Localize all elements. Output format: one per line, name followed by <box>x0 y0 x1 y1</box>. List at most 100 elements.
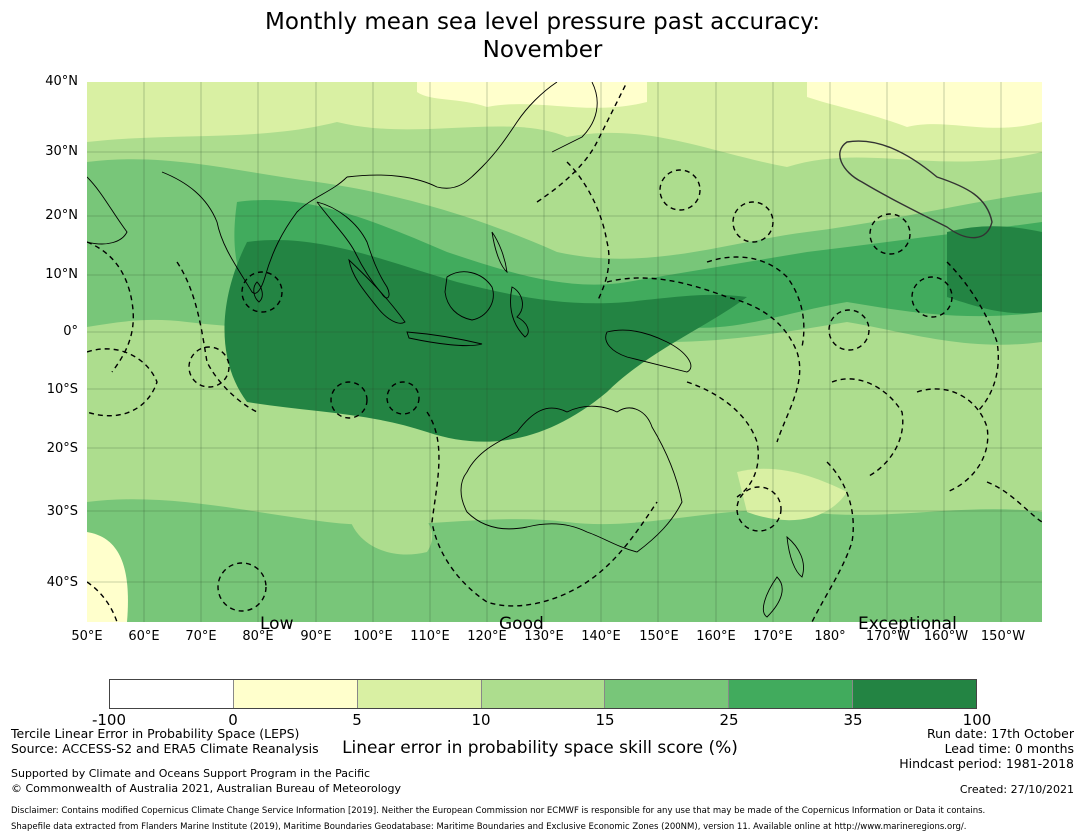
colorbar-segment-2 <box>233 680 358 708</box>
eez-boundary <box>536 82 628 203</box>
colorbar <box>109 679 977 709</box>
colorbar-tick: -100 <box>91 711 127 729</box>
colorbar-tick: 100 <box>962 711 992 729</box>
colorbar-tick: 0 <box>228 711 238 729</box>
skill-map <box>87 82 1042 622</box>
lon-label: 180° <box>814 629 846 644</box>
disclaimer-text: Disclaimer: Contains modified Copernicus… <box>11 806 986 816</box>
colorbar-title: Linear error in probability space skill … <box>342 738 738 758</box>
lat-label-10n: 10°N <box>45 267 78 282</box>
eez-boundary <box>811 461 854 622</box>
borneo-coast <box>444 271 494 321</box>
lat-label-30n: 30°N <box>45 144 78 159</box>
lon-label: 100°E <box>353 629 393 644</box>
eez-boundary <box>87 348 158 417</box>
eez-circle <box>330 381 368 419</box>
lead-time-text: Lead time: 0 months <box>944 741 1074 756</box>
lon-label: 70°E <box>185 629 217 644</box>
australia-coast <box>460 405 683 553</box>
colorbar-segment-4 <box>481 680 606 708</box>
china-coast <box>346 82 558 189</box>
india-coast <box>161 171 348 294</box>
shapefile-text: Shapefile data extracted from Flanders M… <box>11 822 967 832</box>
eez-boundary <box>426 411 658 607</box>
eez-circle <box>386 381 420 415</box>
method-text: Tercile Linear Error in Probability Spac… <box>11 726 300 741</box>
lat-label-20n: 20°N <box>45 208 78 223</box>
eez-boundaries <box>87 82 1042 622</box>
skill-map-canvas <box>87 82 1042 622</box>
japan-coast <box>551 82 598 153</box>
eez-boundary <box>986 481 1042 523</box>
arabia-coast <box>87 176 128 245</box>
lon-label: 160°W <box>923 629 969 644</box>
skill-field-palest-north <box>417 82 647 108</box>
lat-label-40s: 40°S <box>46 575 78 590</box>
colorbar-tick: 15 <box>595 711 615 729</box>
lon-label: 110°E <box>410 629 450 644</box>
nz-south-island-coast <box>763 576 783 618</box>
nz-north-island-coast <box>786 535 804 578</box>
hawaii-region-contour <box>839 140 993 239</box>
skill-field-medium-south <box>87 499 1042 622</box>
colorbar-tick: 10 <box>471 711 491 729</box>
colorbar-segment-3 <box>357 680 482 708</box>
eez-boundary <box>706 256 805 348</box>
new-guinea-coast <box>605 329 692 373</box>
lon-label: 90°E <box>300 629 332 644</box>
sulawesi-coast <box>510 286 529 338</box>
sumatra-coast <box>348 258 406 324</box>
eez-boundary <box>87 581 118 622</box>
graticule <box>87 82 1042 622</box>
eez-boundary <box>87 241 134 373</box>
support-text: Supported by Climate and Oceans Support … <box>11 767 371 780</box>
eez-boundary <box>686 381 759 498</box>
skill-label-exceptional: Exceptional <box>858 614 957 634</box>
source-text: Source: ACCESS-S2 and ERA5 Climate Reana… <box>11 741 319 756</box>
colorbar-tick: 35 <box>843 711 863 729</box>
skill-field-light-north <box>87 82 1042 167</box>
eez-circle <box>732 201 774 243</box>
title-line-1: Monthly mean sea level pressure past acc… <box>265 9 820 35</box>
copyright-text: © Commonwealth of Australia 2021, Austra… <box>11 782 401 795</box>
colorbar-segment-7 <box>853 680 977 708</box>
coastlines <box>87 82 993 618</box>
eez-circle <box>736 486 782 532</box>
title-line-2: November <box>482 37 603 63</box>
eez-boundary <box>831 378 904 478</box>
colorbar-segment-6 <box>729 680 854 708</box>
lon-label: 120°E <box>467 629 507 644</box>
eez-boundary <box>606 277 801 443</box>
eez-boundary <box>176 261 258 413</box>
eez-boundary <box>566 161 610 303</box>
skill-field-strongest <box>224 240 747 442</box>
skill-field-palest-southwest <box>87 532 128 622</box>
lat-label-20s: 20°S <box>46 441 78 456</box>
colorbar-tick: 5 <box>352 711 362 729</box>
java-coast <box>406 331 483 347</box>
lon-label: 140°E <box>581 629 621 644</box>
philippines-coast <box>491 231 508 274</box>
chart-title: Monthly mean sea level pressure past acc… <box>0 8 1085 64</box>
indochina-coast <box>316 201 390 299</box>
eez-circle <box>241 271 283 313</box>
lon-label: 150°E <box>639 629 679 644</box>
skill-label-good: Good <box>499 614 544 634</box>
eez-circle <box>217 562 267 612</box>
skill-field-palest-northeast <box>807 82 1042 128</box>
skill-field-light-south <box>347 500 433 555</box>
lon-label: 150°W <box>980 629 1026 644</box>
lon-label: 160°E <box>696 629 736 644</box>
lon-label: 170°E <box>753 629 793 644</box>
eez-circle <box>869 213 911 255</box>
eez-circle <box>911 276 953 318</box>
colorbar-tick: 25 <box>719 711 739 729</box>
lon-label: 130°E <box>524 629 564 644</box>
lat-label-30s: 30°S <box>46 504 78 519</box>
lat-label-10s: 10°S <box>46 382 78 397</box>
colorbar-segment-1 <box>110 680 234 708</box>
eez-boundary <box>916 388 989 493</box>
colorbar-segment-5 <box>605 680 730 708</box>
lon-label: 60°E <box>128 629 160 644</box>
sri-lanka-coast <box>253 281 263 303</box>
